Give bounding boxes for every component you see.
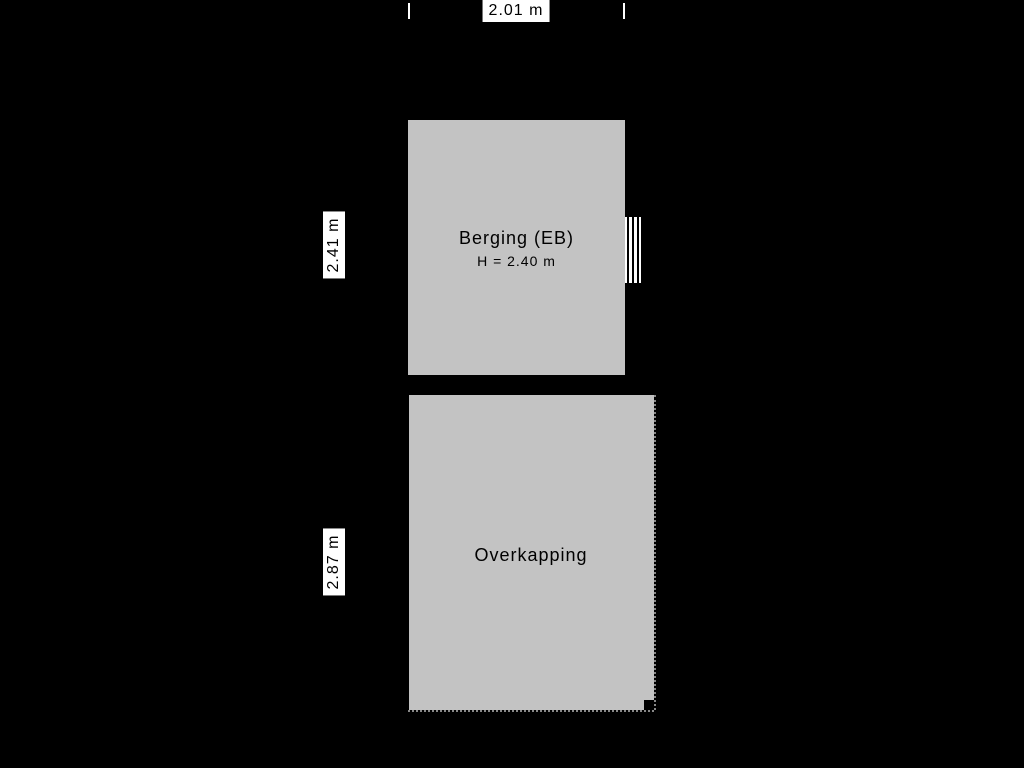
- wall-segment: [398, 385, 664, 395]
- dimension-left-upper: 2.41 m: [323, 212, 345, 279]
- dotted-edge: [654, 395, 656, 710]
- wall-segment: [406, 395, 409, 710]
- room-sublabel: H = 2.40 m: [408, 253, 625, 269]
- dimension-value: 2.41 m: [325, 218, 342, 273]
- floorplan-canvas: 2.01 m 2.41 m 2.87 m Berging (EB) H = 2.…: [0, 0, 1024, 768]
- dim-tick: [623, 3, 625, 19]
- room-berging: Berging (EB) H = 2.40 m: [398, 110, 635, 385]
- post-icon: [644, 700, 654, 710]
- window-icon: [625, 215, 643, 285]
- room-overkapping: Overkapping: [408, 395, 654, 710]
- dimension-left-lower: 2.87 m: [323, 529, 345, 596]
- dim-tick: [408, 3, 410, 19]
- dimension-top: 2.01 m: [483, 0, 550, 22]
- dimension-value: 2.01 m: [489, 2, 544, 19]
- room-title: Overkapping: [408, 545, 654, 566]
- dimension-value: 2.87 m: [325, 535, 342, 590]
- dotted-edge: [408, 710, 654, 712]
- room-title: Berging (EB): [408, 228, 625, 249]
